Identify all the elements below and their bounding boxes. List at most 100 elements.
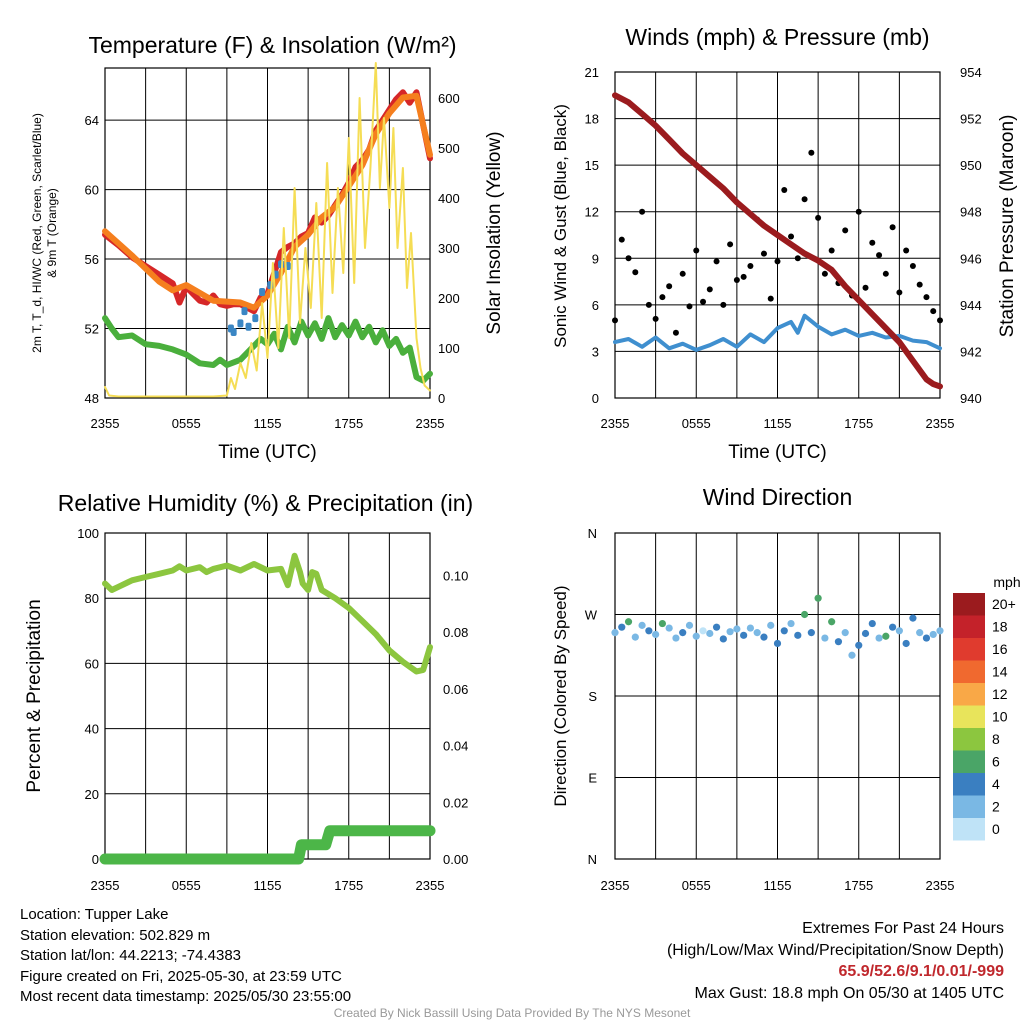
series-line-wind-2: [612, 92, 943, 390]
station-elevation: Station elevation: 502.829 m: [20, 926, 211, 944]
series-line-rh-1: [99, 825, 436, 865]
gust-point-43: [903, 247, 910, 254]
wc-mark-2: [237, 319, 244, 328]
colorbar-label-3: 14: [992, 664, 1008, 680]
y2-tick-label-pressure-6: 952: [960, 112, 982, 127]
gust-point-26: [788, 233, 795, 240]
gust-point-22: [760, 250, 767, 257]
gust-point-17: [727, 241, 734, 248]
direction-point-44: [909, 614, 917, 622]
gust-point-38: [869, 239, 876, 246]
x-tick-label-2-2: 1155: [764, 416, 792, 431]
direction-point-31: [821, 634, 829, 642]
direction-point-0: [611, 629, 619, 637]
gust-point-5: [645, 301, 652, 308]
x-tick-label-1-4: 2355: [416, 416, 445, 431]
series-line-temp-4: [104, 62, 431, 398]
x-tick-label-4-3: 1755: [844, 878, 873, 893]
credit-line: Created By Nick Bassill Using Data Provi…: [333, 1006, 691, 1020]
direction-point-14: [706, 629, 714, 638]
y2-tick-label-pressure-2: 944: [960, 298, 982, 313]
colorbar-swatch-8: [953, 773, 985, 796]
gust-point-19: [740, 273, 747, 280]
y-tick-label-rh-4: 80: [85, 591, 99, 606]
x-tick-label-2-3: 1755: [844, 416, 873, 431]
direction-point-7: [658, 619, 666, 628]
colorbar-swatch-0: [953, 593, 985, 616]
direction-point-19: [740, 631, 748, 639]
gust-point-28: [801, 196, 808, 203]
x-tick-label-1-1: 0555: [172, 416, 201, 431]
x-tick-label-2-4: 2355: [926, 416, 955, 431]
chart-title-humidity: Relative Humidity (%) & Precipitation (i…: [58, 490, 473, 516]
station-latlon: Station lat/lon: 44.2213; -74.4383: [20, 947, 242, 964]
direction-point-46: [922, 634, 931, 642]
gust-point-34: [842, 227, 849, 234]
colorbar-label-2: 16: [992, 641, 1008, 657]
y-tick-label-dir-1: E: [588, 771, 597, 786]
y-tick-label-wind-4: 12: [585, 205, 599, 220]
colorbar-swatch-9: [953, 795, 985, 818]
gust-point-36: [855, 208, 862, 215]
y2-tick-label-pressure-4: 948: [960, 205, 982, 220]
gust-point-11: [686, 303, 693, 310]
direction-point-23: [767, 621, 775, 629]
x-tick-label-3-4: 2355: [416, 878, 445, 893]
direction-point-41: [889, 623, 897, 631]
direction-point-47: [929, 630, 937, 639]
gust-point-4: [639, 208, 646, 215]
colorbar-label-1: 18: [992, 619, 1008, 635]
wc-mark-3: [241, 307, 248, 316]
y-tick-label-wind-6: 18: [585, 112, 599, 127]
colorbar-label-6: 8: [992, 731, 1000, 747]
colorbar-swatch-10: [953, 818, 985, 841]
x-tick-label-1-3: 1755: [334, 416, 363, 431]
x-tick-label-4-0: 2355: [601, 878, 630, 893]
colorbar-label-8: 4: [992, 776, 1000, 792]
extremes-values: 65.9/52.6/9.1/0.01/-999: [838, 963, 1004, 980]
x-tick-label-3-3: 1755: [334, 878, 363, 893]
x-axis-label-temperature: Time (UTC): [218, 442, 317, 463]
y2-tick-label-insolation-0: 0: [438, 391, 445, 406]
gust-point-18: [733, 277, 740, 284]
direction-point-28: [800, 610, 809, 619]
y-tick-label-wind-5: 15: [585, 158, 599, 173]
colorbar-label-9: 2: [992, 799, 1000, 815]
y-tick-label-rh-1: 20: [85, 787, 99, 802]
y2-tick-label-pressure-0: 940: [960, 391, 982, 406]
y2-tick-label-precip-5: 0.10: [443, 569, 468, 584]
gust-point-1: [618, 236, 625, 243]
colorbar-swatch-2: [953, 638, 985, 661]
y2-axis-label-pressure: Station Pressure (Maroon): [997, 115, 1018, 338]
gust-point-7: [659, 294, 666, 301]
y2-tick-label-precip-0: 0.00: [443, 852, 468, 867]
series-line-temp-2: [102, 315, 433, 384]
y2-tick-label-precip-2: 0.04: [443, 739, 468, 754]
y-tick-label-rh-2: 40: [85, 722, 99, 737]
gust-point-15: [713, 258, 720, 265]
gust-point-37: [862, 284, 869, 291]
gust-point-30: [815, 214, 822, 221]
y2-tick-label-insolation-1: 100: [438, 341, 460, 356]
gust-point-2: [625, 255, 632, 262]
direction-point-43: [902, 639, 910, 648]
x-tick-label-1-0: 2355: [91, 416, 120, 431]
direction-point-8: [665, 624, 673, 632]
colorbar-title: mph: [993, 574, 1020, 590]
x-tick-label-3-1: 0555: [172, 878, 201, 893]
y-tick-label-rh-3: 60: [85, 656, 99, 671]
direction-point-2: [624, 618, 633, 626]
colorbar-label-7: 6: [992, 754, 1000, 770]
extremes-box: Extremes For Past 24 Hours (High/Low/Max…: [667, 918, 1004, 1004]
series-line-rh-0: [102, 552, 433, 675]
gust-point-3: [632, 269, 639, 276]
gust-point-44: [909, 263, 916, 270]
wc-mark-4: [245, 322, 252, 331]
y-tick-label-wind-3: 9: [592, 251, 599, 266]
direction-point-40: [882, 632, 890, 640]
x-tick-label-1-2: 1155: [254, 416, 282, 431]
direction-point-34: [841, 629, 849, 637]
x-tick-label-3-0: 2355: [91, 878, 120, 893]
colorbar-swatch-3: [953, 660, 985, 683]
direction-point-9: [672, 634, 680, 642]
